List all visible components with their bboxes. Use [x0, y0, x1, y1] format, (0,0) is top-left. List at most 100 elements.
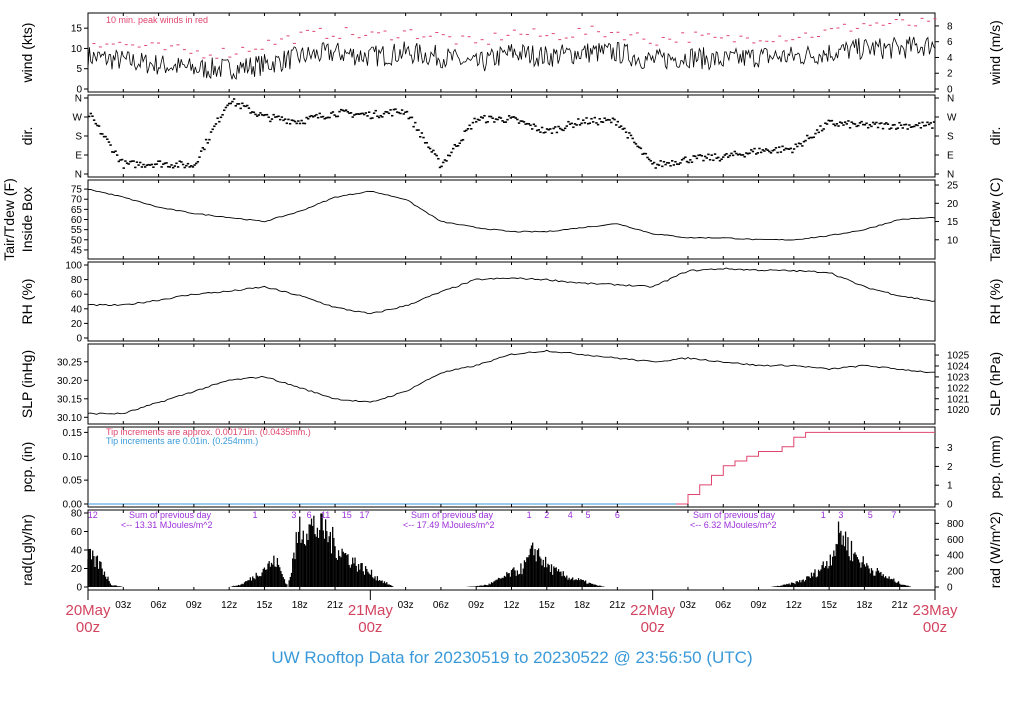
y-tick-label-right: 1022	[947, 383, 970, 394]
y-tick-label-right: E	[947, 151, 954, 162]
y-tick-label: 75	[71, 185, 83, 196]
x-tick-label: 12z	[503, 600, 519, 611]
y-tick-label: 40	[71, 546, 83, 557]
y-axis-label-right: Tair/Tdew (C)	[987, 177, 1003, 261]
y-tick-label-right: 3	[947, 443, 953, 454]
hour-mark: 2	[544, 510, 549, 520]
y-tick-label: N	[75, 170, 82, 181]
tip-note-approx: Tip increments are approx. 0.00171in. (0…	[106, 427, 311, 437]
day-sum-value: <-- 17.49 MJoules/m^2	[403, 520, 495, 530]
y-tick-label-right: 0	[947, 500, 953, 511]
panel-precipitation: 0.00 0.05 0.10 0.15 0 1 2 3 pcp. (in) pcp. (mm) Ti…	[19, 426, 1003, 511]
y-tick-label-right: 25	[947, 181, 959, 192]
hour-mark: 7	[891, 510, 896, 520]
tip-note-exact: Tip increments are 0.01in. (0.254mm.)	[106, 436, 258, 446]
y-tick-label: 0	[76, 334, 82, 345]
hour-mark: 5	[868, 510, 873, 520]
y-tick-label: 60	[71, 215, 83, 226]
y-tick-label-right: S	[947, 132, 954, 143]
y-tick-label-right: W	[947, 113, 957, 124]
y-tick-label-right: N	[947, 170, 954, 181]
y-tick-label-right: 4	[947, 53, 953, 64]
y-axis-label-right: pcp. (mm)	[987, 436, 1003, 499]
plot-frame	[87, 12, 936, 93]
y-tick-label: 30.10	[57, 413, 82, 424]
y-axis-label: Tair/Tdew (F)	[1, 178, 17, 260]
hour-mark: 1	[821, 510, 826, 520]
date-label-hour: 00z	[358, 619, 382, 636]
y-tick-label: 15	[71, 24, 83, 35]
x-tick-label: 12z	[221, 600, 237, 611]
y-tick-label-right: 1025	[947, 351, 970, 362]
y-tick-label: 0.00	[63, 500, 83, 511]
y-tick-label: W	[73, 113, 83, 124]
rh-series-line	[87, 267, 936, 315]
peak-wind-legend: 10 min. peak winds in red	[106, 15, 208, 25]
y-tick-label: 65	[71, 205, 83, 216]
y-tick-label: E	[75, 151, 82, 162]
x-tick-label: 15z	[539, 600, 555, 611]
hour-mark: 17	[359, 510, 369, 520]
y-tick-label: 40	[71, 304, 83, 315]
y-tick-label-right: 6	[947, 37, 953, 48]
y-tick-label-right: 1024	[947, 361, 970, 372]
y-axis-label-right: dir.	[987, 127, 1003, 146]
x-tick-label: 06z	[715, 600, 731, 611]
y-tick-label-right: 600	[947, 535, 964, 546]
plot-frame	[87, 179, 936, 260]
y-axis-label-right: wind (m/s)	[987, 20, 1003, 86]
precipitation-series-line	[88, 431, 935, 505]
y-tick-label: 70	[71, 195, 83, 206]
y-tick-label: 50	[71, 235, 83, 246]
x-tick-label: 09z	[468, 600, 484, 611]
y-tick-label: 0	[76, 85, 82, 96]
y-tick-label: 20	[71, 319, 83, 330]
panel-wind: 0 5 10 15 0 2 4 6 8 wind (kts) wind (m/s) 10 min. p…	[19, 12, 1003, 96]
y-axis-label-right: rad (W/m^2)	[987, 512, 1003, 589]
x-tick-label: 03z	[398, 600, 414, 611]
y-axis-label-right: RH (%)	[987, 279, 1003, 325]
y-axis-label-right: SLP (hPa)	[987, 352, 1003, 416]
x-tick-label: 15z	[256, 600, 272, 611]
x-tick-label: 21z	[892, 600, 908, 611]
hour-mark: 4	[568, 510, 573, 520]
y-tick-label-right: 1023	[947, 372, 970, 383]
date-label-hour: 00z	[923, 619, 947, 636]
y-tick-label: 0.15	[63, 428, 83, 439]
y-axis-sublabel: Inside Box	[19, 187, 35, 252]
hour-mark: 1	[527, 510, 532, 520]
x-tick-label: 09z	[186, 600, 202, 611]
y-axis-label: wind (kts)	[19, 23, 35, 84]
y-tick-label-right: 2	[947, 462, 953, 473]
pressure-series-line	[87, 349, 935, 415]
y-tick-label: 30.20	[57, 376, 82, 387]
panel-rh: 0 20 40 60 80 100 RH (%) RH (%)	[19, 261, 1003, 345]
date-label-day: 23May	[912, 602, 958, 619]
hour-mark: 3	[838, 510, 843, 520]
y-tick-label: 60	[71, 290, 83, 301]
y-tick-label: 80	[71, 509, 83, 520]
panel-pressure: 30.10 30.15 30.20 30.25 10201021102210231024…	[19, 343, 1003, 425]
y-axis-label: SLP (inHg)	[19, 350, 35, 418]
date-label-hour: 00z	[76, 619, 100, 636]
figure-title: UW Rooftop Data for 20230519 to 20230522…	[271, 648, 753, 667]
hour-mark: 1	[253, 510, 258, 520]
y-tick-label: 20	[71, 564, 83, 575]
x-tick-label: 15z	[821, 600, 837, 611]
y-axis-label: dir.	[19, 127, 35, 146]
x-tick-label: 21z	[609, 600, 625, 611]
y-tick-label-right: 2	[947, 69, 953, 80]
x-tick-label: 03z	[680, 600, 696, 611]
y-tick-label-right: 800	[947, 519, 964, 530]
y-tick-label: 30.15	[57, 394, 82, 405]
hour-mark: 6	[615, 510, 620, 520]
day-sum-value: <-- 6.32 MJoules/m^2	[690, 520, 777, 530]
x-tick-label: 06z	[151, 600, 167, 611]
y-tick-label-right: N	[947, 94, 954, 105]
hour-mark: 12	[88, 510, 98, 520]
y-tick-label-right: 200	[947, 567, 964, 578]
